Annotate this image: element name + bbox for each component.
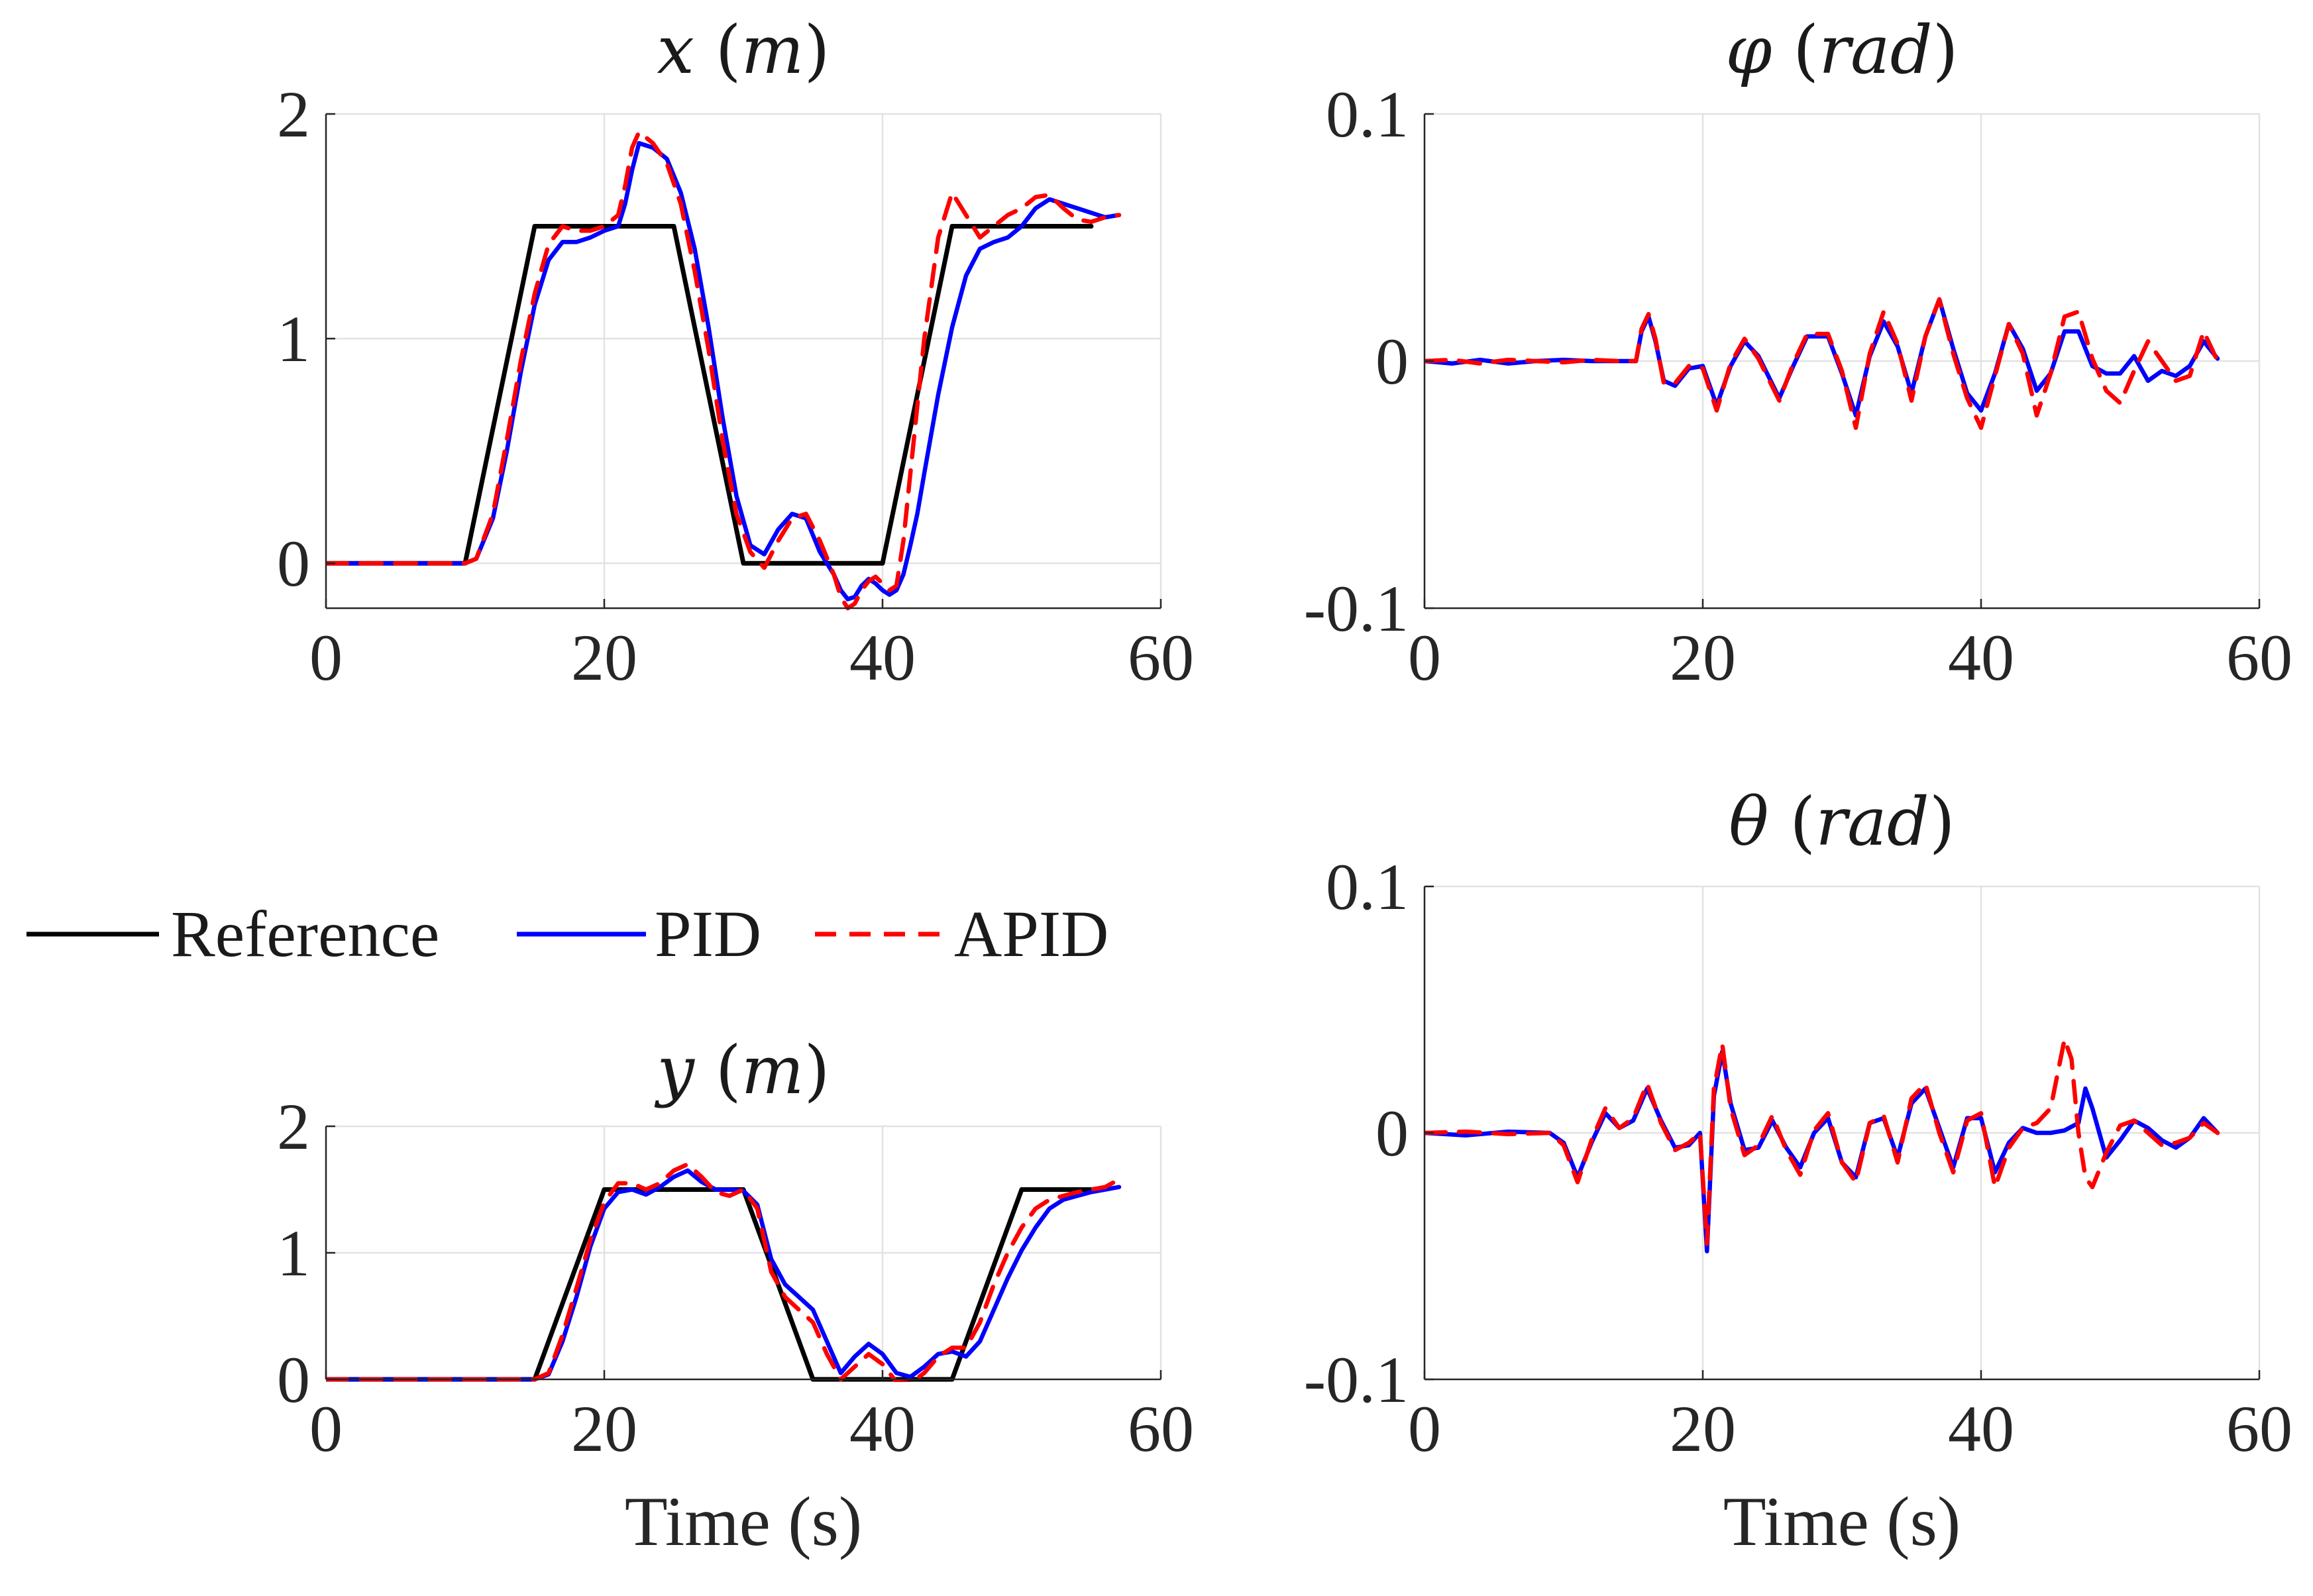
x-tick-label: 40	[849, 621, 916, 694]
y-tick-label: -0.1	[1304, 572, 1409, 645]
chart-y: 0 20 40 60 0 1 2 y (m) Time (s)	[277, 1032, 1194, 1560]
series-pid-x	[326, 140, 1122, 602]
legend: Reference PID APID	[27, 897, 1108, 971]
x-tick-label: 40	[1948, 621, 2014, 694]
title-paren-open: (	[1790, 783, 1815, 861]
title-unit: m	[741, 1032, 804, 1109]
series-apid-x	[326, 129, 1122, 611]
series-pid-theta	[1425, 1049, 2220, 1253]
title-paren-close: )	[1929, 783, 1955, 861]
y-tick-label: 1	[277, 1216, 310, 1290]
y-tick-label: 0	[1375, 1096, 1409, 1170]
x-tick-label: 0	[309, 621, 343, 694]
series-pid-phi	[1425, 297, 2220, 418]
y-tick-label: -0.1	[1304, 1343, 1409, 1416]
y-tick-label: 1	[277, 302, 310, 376]
series-apid-theta	[1425, 1037, 2220, 1246]
y-tick-label: 0	[1375, 325, 1409, 398]
x-tick-label: 0	[1408, 1392, 1441, 1465]
x-tick-label: 60	[2226, 1392, 2292, 1465]
title-symbol: x	[657, 11, 715, 89]
series-pid-y	[326, 1168, 1122, 1382]
title-paren-open: (	[716, 11, 741, 89]
x-axis-label-theta: Time (s)	[1723, 1483, 1961, 1560]
legend-label-reference: Reference	[171, 897, 439, 971]
legend-label-apid: APID	[954, 897, 1108, 971]
series-apid-phi	[1425, 297, 2220, 430]
title-unit: m	[741, 11, 804, 89]
title-symbol: φ	[1725, 11, 1793, 89]
y-tick-label: 0	[277, 1343, 310, 1416]
x-tick-label: 60	[2226, 621, 2292, 694]
chart-theta: 0 20 40 60-0.100.1θ (rad)Time (s)	[1304, 783, 2292, 1560]
x-tick-label: 20	[571, 1392, 637, 1465]
chart-title-theta: θ (rad)	[1729, 783, 1955, 861]
series-reference-x	[326, 224, 1094, 566]
x-tick-label: 40	[1948, 1392, 2014, 1465]
chart-title-y: y (m)	[654, 1032, 830, 1109]
title-unit: rad	[1815, 783, 1929, 861]
series-apid-y	[326, 1162, 1122, 1382]
y-tick-label: 0	[277, 527, 310, 600]
y-tick-label: 2	[277, 1090, 310, 1163]
y-tick-label: 2	[277, 78, 310, 151]
x-tick-label: 60	[1128, 621, 1194, 694]
series-reference-y	[326, 1187, 1094, 1382]
chart-title-phi: φ (rad)	[1725, 11, 1958, 89]
x-tick-label: 0	[309, 1392, 343, 1465]
title-unit: rad	[1819, 11, 1932, 89]
title-symbol: y	[654, 1032, 715, 1109]
x-tick-label: 20	[571, 621, 637, 694]
legend-label-pid: PID	[655, 897, 761, 971]
chart-title-x: x (m)	[657, 11, 830, 89]
y-tick-label: 0.1	[1326, 850, 1409, 924]
x-tick-label: 20	[1670, 621, 1736, 694]
x-tick-label: 0	[1408, 621, 1441, 694]
title-paren-close: )	[804, 1032, 830, 1109]
title-symbol: θ	[1729, 783, 1790, 861]
title-paren-close: )	[1933, 11, 1959, 89]
x-axis-label-y: Time (s)	[625, 1483, 862, 1560]
x-tick-label: 20	[1670, 1392, 1736, 1465]
title-paren-open: (	[716, 1032, 741, 1109]
title-paren-close: )	[804, 11, 830, 89]
x-tick-label: 40	[849, 1392, 916, 1465]
x-tick-label: 60	[1128, 1392, 1194, 1465]
y-tick-label: 0.1	[1326, 78, 1409, 151]
chart-x: 0 20 40 60 0 1 2 x (m)	[277, 11, 1194, 694]
title-paren-open: (	[1793, 11, 1819, 89]
chart-phi: 0 20 40 60-0.100.1φ (rad)	[1304, 11, 2292, 694]
